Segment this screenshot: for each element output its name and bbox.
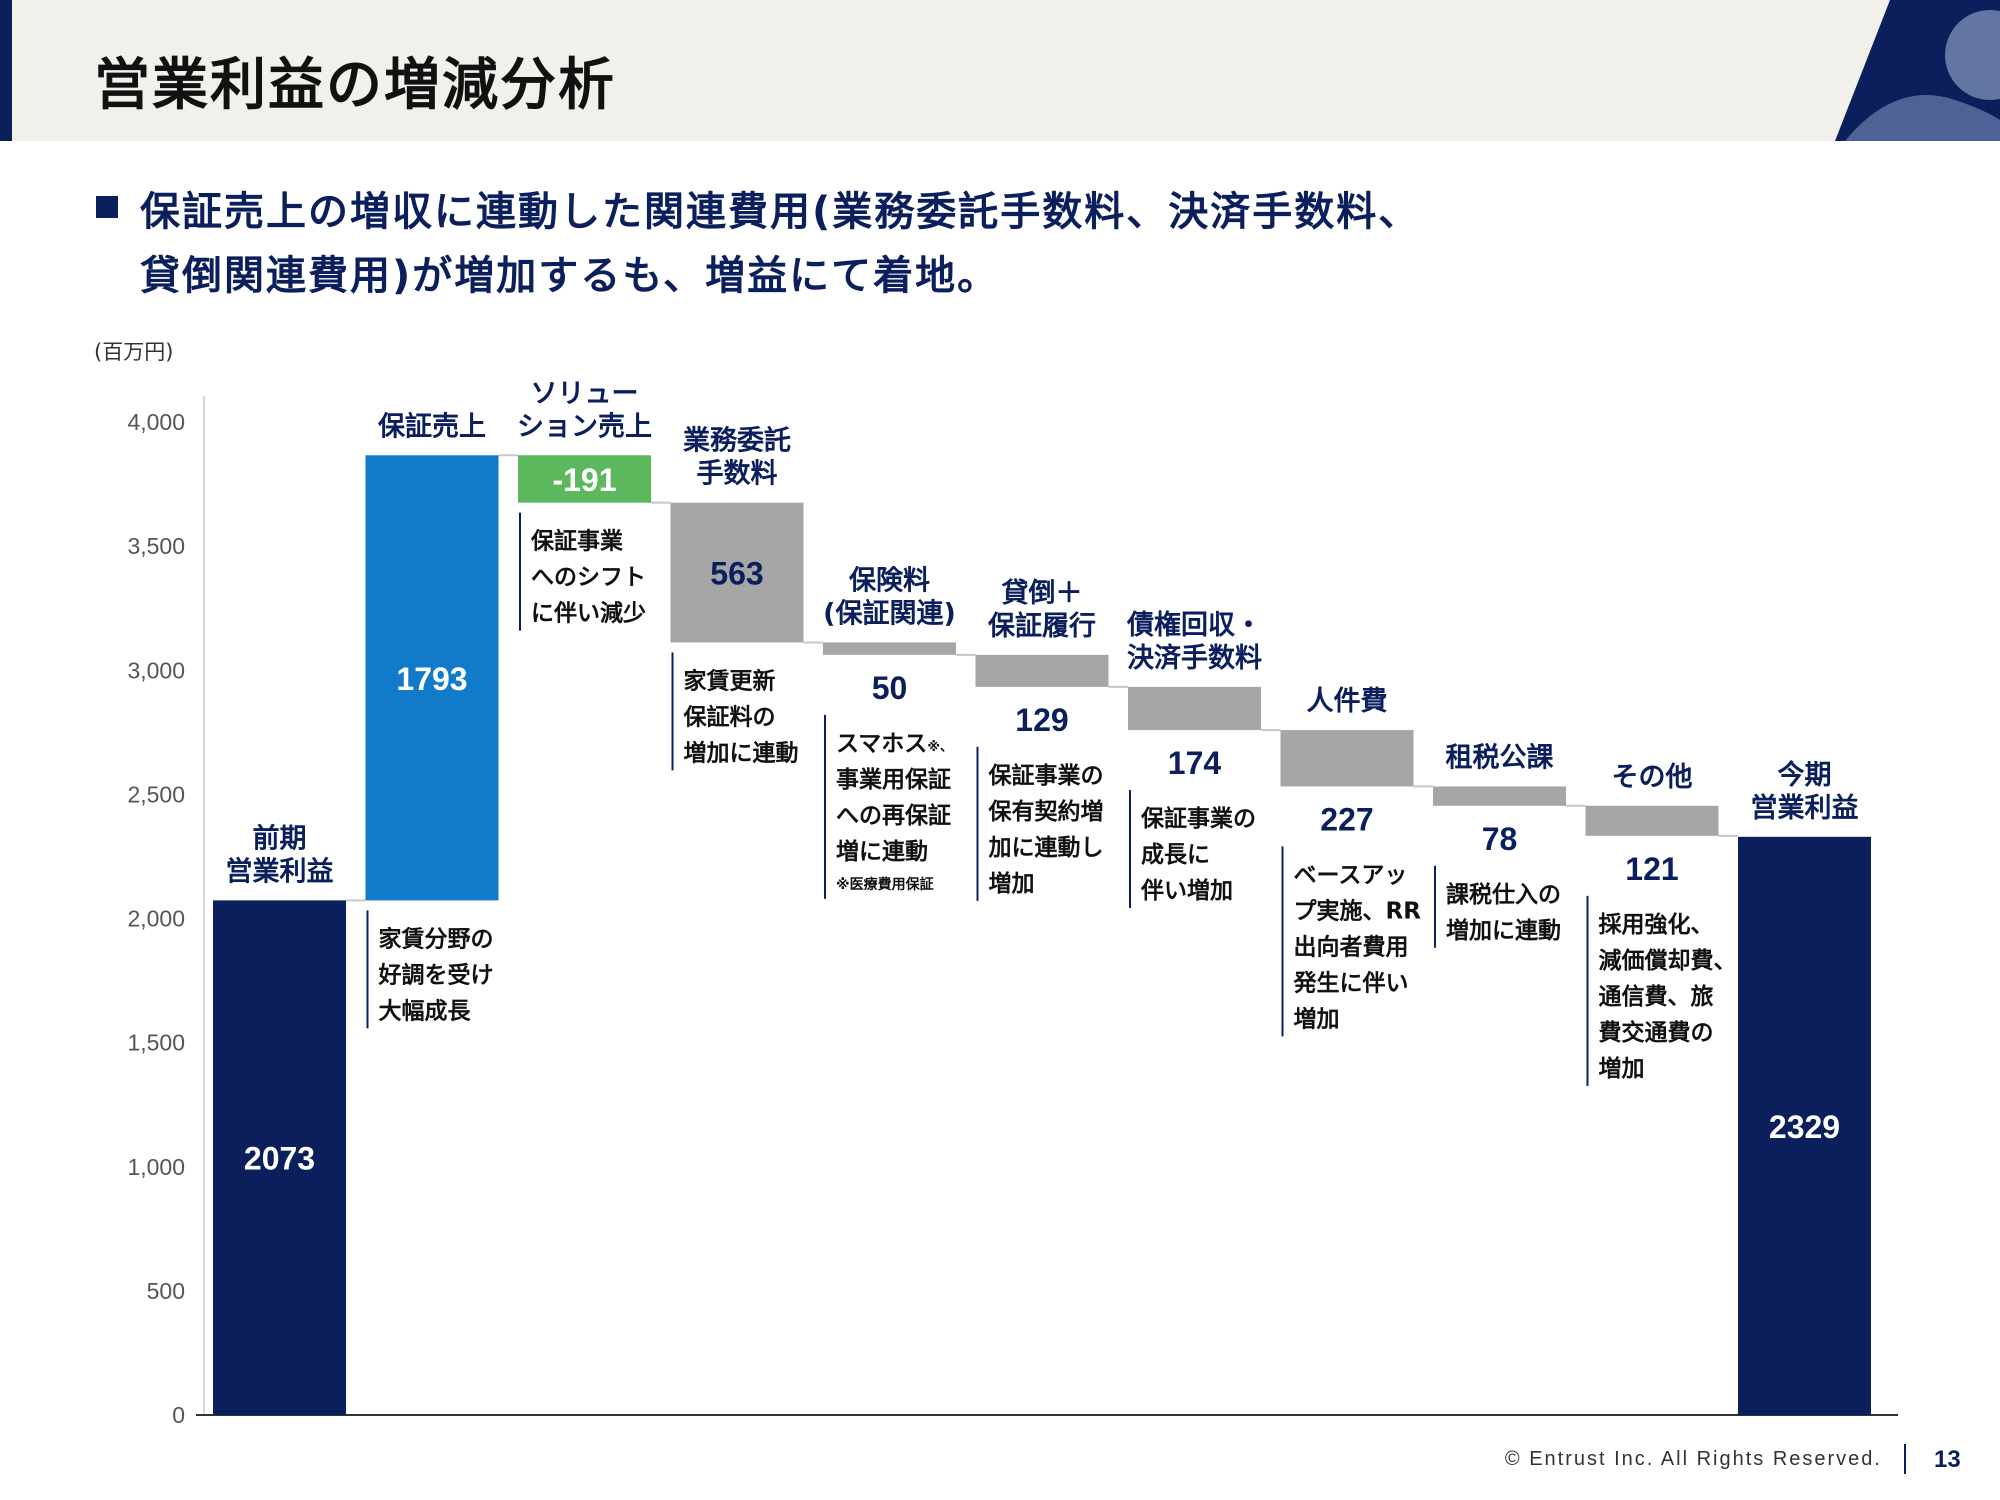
category-label: その他 <box>1612 762 1693 793</box>
y-tick-label: 1,500 <box>127 1030 185 1056</box>
bar-2 <box>518 455 651 503</box>
note-text: 成長に <box>1141 842 1210 868</box>
y-tick-label: 2,000 <box>127 906 185 932</box>
bar-4 <box>823 642 956 655</box>
bar-1 <box>365 455 499 901</box>
category-label: 保証売上 <box>377 410 486 442</box>
bar-7 <box>1280 730 1414 787</box>
note-text: 増加 <box>1294 1005 1340 1032</box>
unit-label: (百万円) <box>94 340 174 364</box>
y-tick-label: 2,500 <box>127 781 185 807</box>
bar-3 <box>670 502 804 643</box>
category-label: 租税公課 <box>1446 741 1555 773</box>
summary-text: 保証売上の増収に連動した関連費用(業務委託手数料、決済手数料、 貸倒関連費用)が… <box>140 180 1700 308</box>
category-label: 保証履行 <box>987 610 1096 642</box>
note-text: 課税仕入の <box>1446 881 1561 908</box>
note-text: 保有契約増 <box>988 798 1104 825</box>
note-text: への再保証 <box>836 802 951 829</box>
category-label: 営業利益 <box>1751 792 1859 824</box>
bar-value-label: 2073 <box>244 1141 315 1177</box>
category-label: 今期 <box>1778 759 1832 791</box>
bar-value-label: 227 <box>1320 801 1373 837</box>
y-tick-label: 0 <box>172 1402 185 1428</box>
bar-value-label: 2329 <box>1769 1109 1840 1145</box>
note-text: 好調を受け <box>378 961 494 988</box>
category-label: 決済手数料 <box>1127 642 1262 674</box>
bar-8 <box>1433 786 1566 806</box>
y-tick-label: 3,500 <box>127 533 185 559</box>
note-text: プ実施、RR <box>1294 897 1422 924</box>
note-text: 増加 <box>989 870 1035 897</box>
note-text: スマホス※、 <box>836 731 953 757</box>
page-number: 13 <box>1934 1446 1961 1473</box>
note-text: 減価償却費、 <box>1599 948 1737 974</box>
note-footnote: ※医療費用保証 <box>836 876 934 893</box>
category-label: 前期 <box>253 822 307 854</box>
category-label: 手数料 <box>697 459 778 490</box>
corner-logo-graphic <box>1835 0 2000 141</box>
y-tick-label: 1,000 <box>127 1154 185 1180</box>
note-text: 増加に連動 <box>1446 917 1561 944</box>
bar-6 <box>1128 686 1261 731</box>
bar-value-label: 563 <box>710 556 763 592</box>
note-text: へのシフト <box>531 565 646 591</box>
page-title: 営業利益の増減分析 <box>94 53 616 118</box>
footer-divider <box>1904 1444 1906 1474</box>
note-footnote-mark: ※、 <box>927 740 953 755</box>
y-tick-label: 3,000 <box>127 657 185 683</box>
note-text: 保証料の <box>683 703 776 730</box>
bar-value-label: 78 <box>1482 821 1518 857</box>
bullet-icon <box>96 196 118 218</box>
bar-value-label: 1793 <box>396 661 467 697</box>
y-tick-label: 4,000 <box>127 409 185 435</box>
note-text: 保証事業の <box>988 762 1104 789</box>
category-label: (保証関連) <box>823 597 956 629</box>
bar-value-label: 129 <box>1015 702 1068 738</box>
category-label: 保険料 <box>848 565 930 596</box>
bar-0 <box>213 900 346 1415</box>
copyright-text: © Entrust Inc. All Rights Reserved. <box>1504 1448 1882 1470</box>
category-label: 貸倒＋ <box>1002 577 1083 609</box>
note-text: 費交通費の <box>1599 1019 1714 1046</box>
note-text: 増加 <box>1599 1055 1645 1082</box>
bar-value-label: 174 <box>1168 745 1222 781</box>
note-text: 採用強化、 <box>1599 911 1714 938</box>
note-text: 出向者費用 <box>1294 933 1409 960</box>
note-text: 家賃更新 <box>684 667 776 694</box>
note-text: 通信費、旅 <box>1599 983 1714 1010</box>
bar-9 <box>1585 805 1719 836</box>
category-label: 業務委託 <box>683 425 791 457</box>
title-accent-bar <box>0 0 12 141</box>
note-text: に伴い減少 <box>531 601 646 627</box>
summary-line-2: 貸倒関連費用)が増加するも、増益にて着地。 <box>140 253 1000 299</box>
y-tick-label: 500 <box>147 1278 185 1304</box>
note-text: 増に連動 <box>836 838 928 865</box>
note-text: 保証事業 <box>530 528 624 555</box>
category-label: ソリュー <box>531 378 639 409</box>
bar-value-label: 121 <box>1625 851 1678 887</box>
note-text: 伴い増加 <box>1140 877 1233 904</box>
bar-5 <box>975 654 1109 687</box>
title-bar: 営業利益の増減分析 <box>0 0 2000 141</box>
category-label: 営業利益 <box>226 855 334 887</box>
note-text: 家賃分野の <box>379 925 494 952</box>
bar-value-label: -191 <box>552 462 616 498</box>
bar-10 <box>1738 836 1871 1415</box>
category-label: ション売上 <box>517 411 652 442</box>
category-label: 債権回収・ <box>1126 609 1262 641</box>
note-text: 事業用保証 <box>836 766 951 793</box>
summary-line-1: 保証売上の増収に連動した関連費用(業務委託手数料、決済手数料、 <box>140 189 1421 235</box>
category-label: 人件費 <box>1307 686 1388 717</box>
bar-value-label: 50 <box>872 670 908 706</box>
note-text: 発生に伴い <box>1293 970 1409 996</box>
note-text: 増加に連動 <box>684 739 799 766</box>
note-text: 保証事業の <box>1140 805 1256 832</box>
note-text: ベースアッ <box>1294 862 1408 888</box>
note-text: 大幅成長 <box>379 998 472 1024</box>
note-text: 加に連動し <box>988 835 1104 861</box>
